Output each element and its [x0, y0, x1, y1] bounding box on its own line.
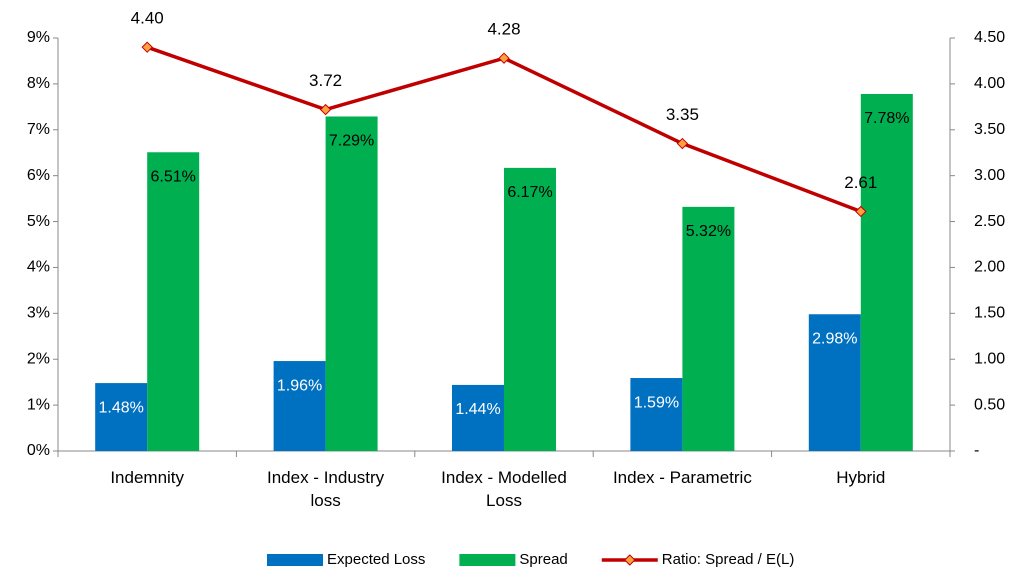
data-label: 7.78% — [864, 110, 909, 127]
bar — [325, 116, 378, 451]
data-label: 1.48% — [99, 399, 144, 416]
marker — [676, 137, 689, 150]
bar — [504, 167, 556, 452]
y2-tick-label: 3.50 — [974, 121, 1005, 138]
legend-marker — [624, 554, 636, 566]
data-label: 1.59% — [634, 394, 679, 411]
bar — [682, 206, 735, 451]
y2-tick-label: 3.00 — [974, 167, 1005, 184]
x-tick-label: Index - Modelled Loss — [441, 468, 567, 510]
data-label: 2.61 — [844, 173, 877, 192]
marker — [141, 41, 153, 53]
x-tick-label: Index - Industry loss — [267, 468, 385, 510]
data-label: 6.51% — [151, 168, 196, 185]
marker — [855, 205, 867, 218]
x-tick-label: Indemnity — [110, 468, 185, 487]
y2-tick-label: - — [974, 442, 979, 459]
legend-label: Spread — [519, 551, 567, 568]
legend-swatch — [459, 554, 516, 566]
y2-tick-label: 2.00 — [974, 259, 1005, 276]
data-label: 2.98% — [812, 330, 857, 347]
legend-label: Ratio: Spread / E(L) — [662, 551, 795, 568]
data-label: 1.96% — [277, 377, 322, 394]
y2-tick-label: 0.50 — [974, 396, 1005, 413]
data-label: 1.44% — [455, 401, 500, 418]
y-tick-label: 5% — [27, 213, 50, 230]
y2-tick-label: 4.50 — [974, 29, 1005, 46]
bar — [147, 152, 200, 451]
y-tick-label: 3% — [27, 305, 50, 322]
bar — [273, 361, 326, 451]
bar — [630, 378, 683, 451]
x-tick-label: Index - Parametric — [612, 468, 752, 487]
y-tick-label: 2% — [27, 350, 50, 367]
y-tick-label: 0% — [27, 442, 50, 459]
y-tick-label: 8% — [27, 75, 50, 92]
y2-tick-label: 2.50 — [974, 213, 1005, 230]
y-tick-label: 4% — [27, 259, 50, 276]
data-label: 6.17% — [507, 184, 552, 201]
y2-tick-label: 1.00 — [974, 350, 1005, 367]
data-label: 3.72 — [309, 71, 342, 90]
data-label: 4.40 — [131, 9, 164, 28]
y-tick-label: 7% — [27, 121, 50, 138]
x-tick-label: Hybrid — [836, 468, 886, 487]
data-label: 5.32% — [686, 223, 731, 240]
bar — [452, 384, 504, 451]
legend-swatch — [267, 554, 323, 566]
bar — [95, 383, 148, 451]
y2-tick-label: 4.00 — [974, 75, 1005, 92]
data-label: 7.29% — [329, 133, 374, 150]
legend-label: Expected Loss — [327, 551, 425, 568]
y2-tick-label: 1.50 — [974, 305, 1005, 322]
data-label: 3.35 — [666, 105, 699, 124]
y-tick-label: 1% — [27, 396, 50, 413]
y-tick-label: 9% — [27, 29, 50, 46]
bar — [808, 314, 861, 451]
marker — [498, 52, 510, 64]
marker — [319, 103, 332, 116]
y-tick-label: 6% — [27, 167, 50, 184]
data-label: 4.28 — [487, 20, 520, 39]
bar — [860, 93, 913, 452]
